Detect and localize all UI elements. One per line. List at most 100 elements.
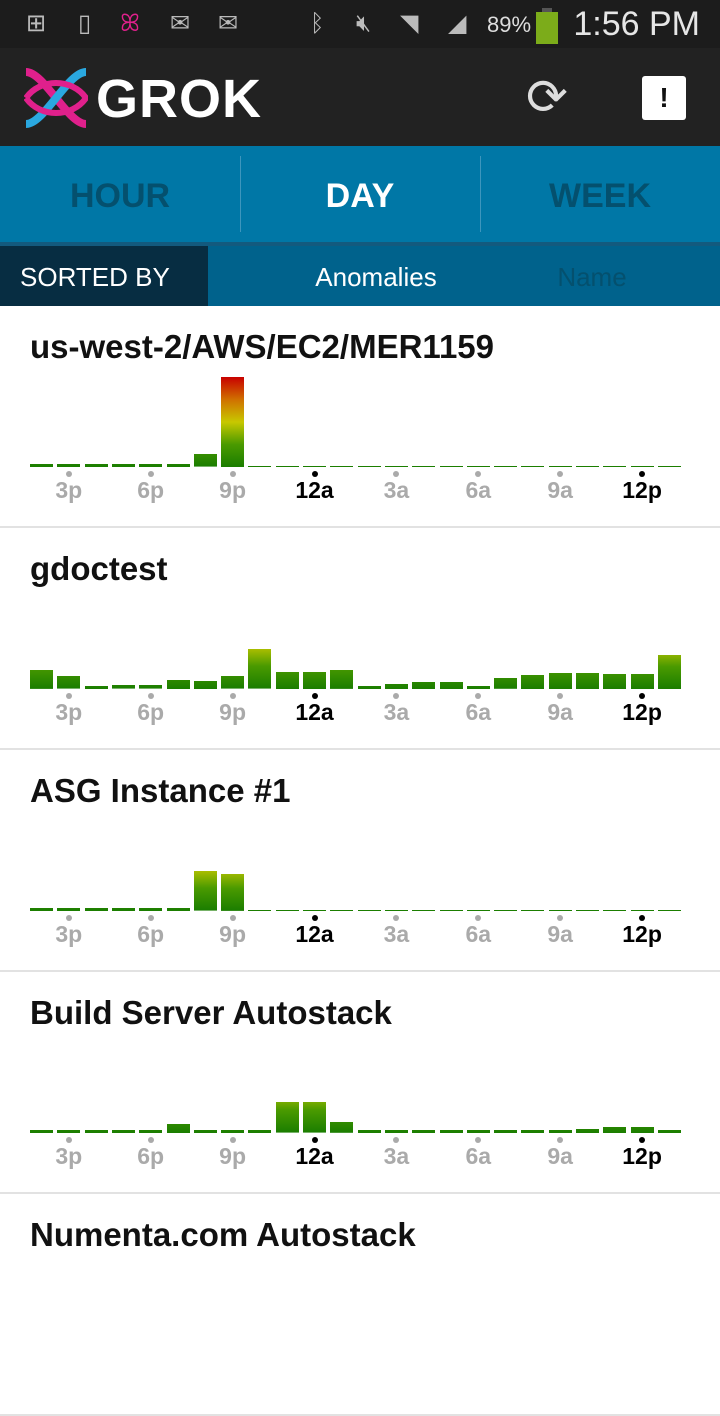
anomaly-bar bbox=[111, 908, 135, 911]
anomaly-bar bbox=[548, 1130, 572, 1133]
tick-label: 12a bbox=[295, 1143, 334, 1169]
metric-card[interactable]: gdoctest 3p 6p 9p 12a 3a 6a 9a 12p bbox=[0, 528, 720, 750]
anomaly-bar bbox=[221, 1130, 245, 1133]
anomaly-bar bbox=[84, 908, 108, 911]
anomaly-bar bbox=[275, 910, 299, 911]
tick-label: 6a bbox=[465, 1143, 492, 1169]
tick-dot bbox=[475, 693, 482, 699]
tick-label: 9a bbox=[547, 921, 573, 947]
tick-dot bbox=[147, 693, 154, 699]
anomaly-bar bbox=[166, 908, 190, 911]
tab-week[interactable]: WEEK bbox=[480, 146, 720, 242]
tick-label: 3p bbox=[55, 477, 83, 503]
anomaly-bar bbox=[166, 1124, 190, 1133]
alert-button[interactable]: ! bbox=[642, 76, 686, 120]
anomaly-bar bbox=[521, 466, 545, 467]
anomaly-bar bbox=[466, 910, 490, 911]
anomaly-bar bbox=[275, 1102, 299, 1133]
tick-label: 9p bbox=[219, 1143, 247, 1169]
sort-bar: SORTED BY Anomalies Name bbox=[0, 246, 720, 306]
sort-anomalies[interactable]: Anomalies bbox=[315, 262, 437, 292]
anomaly-bar bbox=[84, 464, 108, 467]
refresh-icon[interactable]: ⟳ bbox=[526, 69, 568, 125]
tick-label: 9a bbox=[547, 477, 573, 503]
tick-dot bbox=[393, 1137, 400, 1143]
tick-dot bbox=[639, 471, 646, 477]
anomaly-bar bbox=[603, 466, 627, 467]
tick-dot bbox=[65, 1137, 72, 1143]
time-range-tabs: HOUR DAY WEEK bbox=[0, 146, 720, 242]
anomaly-bar bbox=[521, 910, 545, 911]
anomaly-bar bbox=[111, 1130, 135, 1133]
anomaly-bar bbox=[330, 1122, 354, 1133]
tick-dot bbox=[639, 915, 646, 921]
tick-label: 9a bbox=[547, 699, 573, 725]
anomaly-bar bbox=[248, 649, 272, 689]
metric-title: gdoctest bbox=[30, 550, 168, 587]
anomaly-bar bbox=[30, 670, 53, 689]
anomaly-bar bbox=[30, 464, 53, 467]
grok-logo-icon bbox=[24, 68, 88, 128]
anomaly-bar bbox=[30, 908, 53, 911]
anomaly-bar bbox=[657, 910, 681, 911]
anomaly-bar bbox=[357, 686, 381, 689]
tick-label: 12p bbox=[622, 477, 662, 503]
anomaly-bar bbox=[357, 466, 381, 467]
sort-name[interactable]: Name bbox=[557, 262, 627, 292]
wifi-icon: ◥ bbox=[400, 10, 419, 37]
anomaly-bar bbox=[221, 377, 245, 467]
tick-label: 12p bbox=[622, 921, 662, 947]
metric-card[interactable]: Numenta.com Autostack bbox=[0, 1194, 720, 1416]
tick-dot bbox=[65, 915, 72, 921]
anomaly-bar bbox=[494, 910, 518, 911]
anomaly-bar bbox=[412, 910, 436, 911]
tick-dot bbox=[393, 915, 400, 921]
anomaly-bar bbox=[84, 1130, 108, 1133]
tab-divider bbox=[0, 242, 720, 246]
tick-dot bbox=[557, 915, 564, 921]
anomaly-bar bbox=[357, 910, 381, 911]
anomaly-bar bbox=[30, 1130, 53, 1133]
anomaly-bar bbox=[166, 464, 190, 467]
anomaly-bar bbox=[412, 466, 436, 467]
tick-label: 3a bbox=[383, 477, 410, 503]
anomaly-bar bbox=[221, 874, 245, 911]
tick-label: 3p bbox=[55, 921, 83, 947]
anomaly-bar bbox=[630, 910, 654, 911]
anomaly-bar bbox=[657, 1130, 681, 1133]
tick-dot bbox=[393, 471, 400, 477]
signal-icon: ◢ bbox=[448, 10, 467, 37]
metric-title: Build Server Autostack bbox=[30, 994, 392, 1031]
anomaly-bar bbox=[303, 466, 326, 467]
brand-name: GROK bbox=[96, 69, 262, 129]
tick-dot bbox=[557, 693, 564, 699]
tick-label: 3p bbox=[55, 1143, 83, 1169]
tick-dot bbox=[311, 693, 318, 699]
tick-label: 9p bbox=[219, 921, 247, 947]
tab-day[interactable]: DAY bbox=[240, 146, 480, 242]
anomaly-bar bbox=[630, 1126, 654, 1133]
anomaly-bar bbox=[57, 1130, 81, 1133]
tick-dot bbox=[639, 693, 646, 699]
tick-dot bbox=[311, 471, 318, 477]
tick-dot bbox=[393, 693, 400, 699]
tick-label: 3p bbox=[55, 699, 83, 725]
tick-label: 12p bbox=[622, 1143, 662, 1169]
tab-hour[interactable]: HOUR bbox=[69, 177, 171, 215]
tick-dot bbox=[65, 471, 72, 477]
sorted-by-label: SORTED BY bbox=[0, 246, 208, 306]
anomaly-bar bbox=[139, 685, 163, 689]
anomaly-bar bbox=[275, 466, 299, 467]
status-bar: ⊞ ▯ ꕤ ✉ ✉ ᛒ 🔇︎ ◥ ◢ 89% 1:56 PM bbox=[0, 0, 720, 48]
tick-label: 6p bbox=[137, 477, 165, 503]
tick-dot bbox=[147, 1137, 154, 1143]
tick-label: 3a bbox=[383, 921, 410, 947]
tick-dot bbox=[475, 1137, 482, 1143]
metric-card[interactable]: ASG Instance #1 3p 6p 9p 12a 3a 6a 9a 12p bbox=[0, 750, 720, 972]
anomaly-bar bbox=[494, 466, 518, 467]
metric-card[interactable]: us-west-2/AWS/EC2/MER1159 3p 6p 9p 12a 3a 6a 9a… bbox=[0, 306, 720, 528]
anomaly-bar bbox=[466, 466, 490, 467]
anomaly-bar bbox=[439, 1130, 463, 1133]
anomaly-bar bbox=[330, 466, 354, 467]
metric-card[interactable]: Build Server Autostack 3p 6p 9p 12a 3a 6a 9a 12p bbox=[0, 972, 720, 1194]
